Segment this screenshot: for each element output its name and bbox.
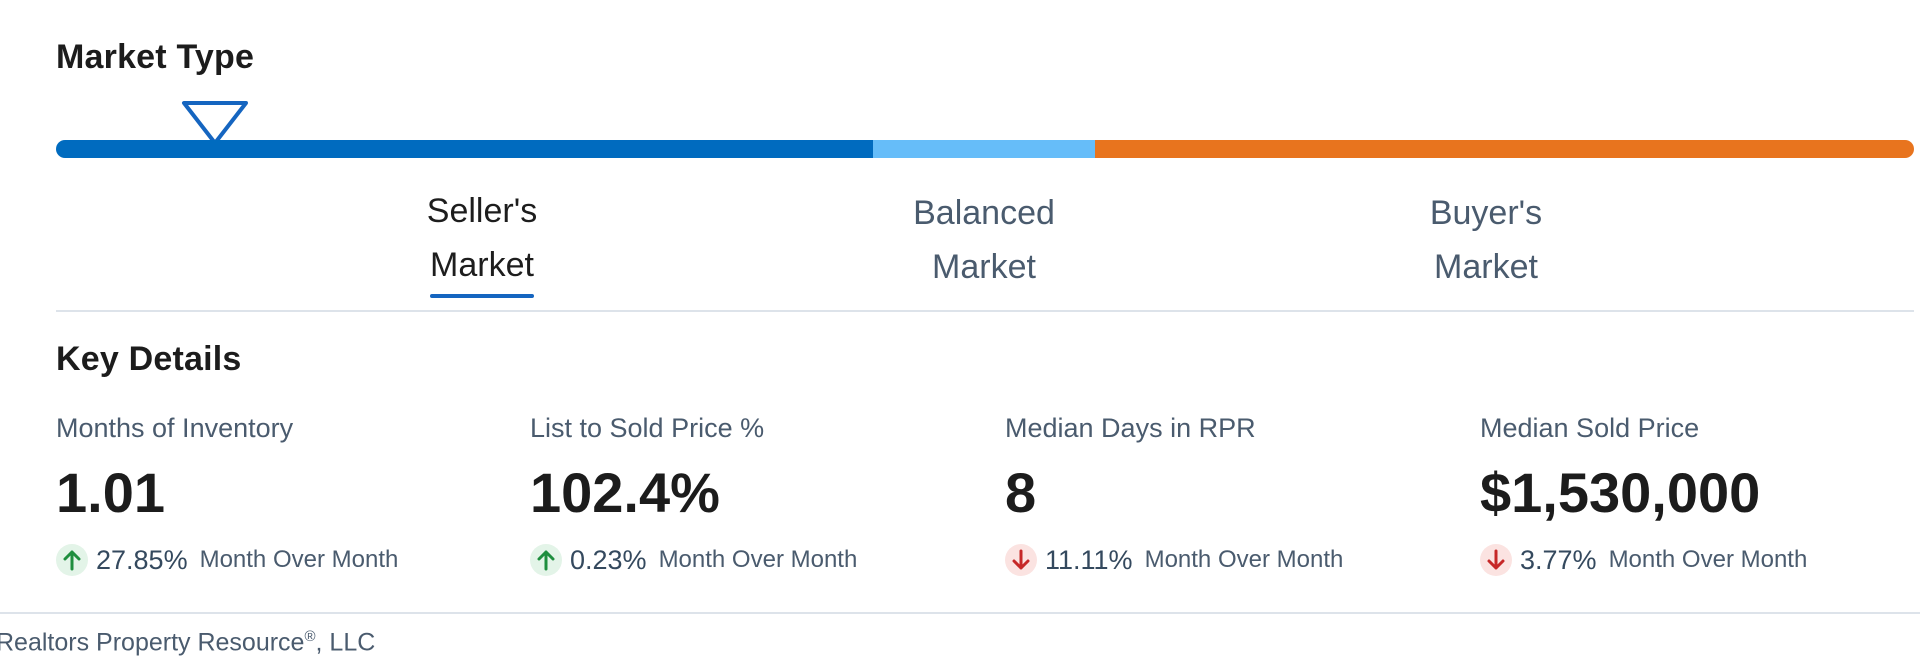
stat-value: $1,530,000 (1480, 461, 1761, 524)
stat-change: 0.23% Month Over Month (530, 542, 990, 578)
stat-median-days-in-rpr: Median Days in RPR 8 11.11% Month Over M… (1005, 408, 1465, 578)
footer-copyright: Realtors Property Resource®, LLC (0, 628, 375, 657)
change-period: Month Over Month (1608, 546, 1808, 573)
change-percent: 27.85% (96, 544, 188, 575)
footer-company: Realtors Property Resource (0, 628, 305, 657)
registered-mark: ® (304, 628, 316, 645)
buyers-market-label: Buyer's Market (1386, 186, 1586, 294)
change-period: Month Over Month (199, 546, 399, 573)
balanced-market-segment (873, 140, 1095, 158)
stat-change: 11.11% Month Over Month (1005, 542, 1465, 578)
section-divider (56, 310, 1914, 312)
stat-value: 1.01 (56, 461, 165, 524)
key-details-title: Key Details (56, 340, 242, 378)
buyers-market-segment (1095, 140, 1914, 158)
change-percent: 0.23% (570, 544, 647, 575)
balanced-market-line2: Market (932, 248, 1036, 286)
balanced-market-label: Balanced Market (884, 186, 1084, 294)
market-type-scale (56, 100, 1914, 160)
change-period: Month Over Month (1144, 546, 1344, 573)
stat-label: List to Sold Price % (530, 413, 765, 443)
stat-value: 102.4% (530, 461, 720, 524)
market-type-title: Market Type (56, 38, 255, 76)
sellers-market-label: Seller's Market (406, 184, 558, 298)
stat-median-sold-price: Median Sold Price $1,530,000 3.77% Month… (1480, 408, 1920, 578)
sellers-market-line1: Seller's (426, 192, 538, 230)
footer-suffix: , LLC (315, 628, 376, 657)
buyers-market-line2: Market (1434, 248, 1538, 286)
sellers-market-line2: Market (430, 246, 534, 284)
buyers-market-line1: Buyer's (1429, 194, 1543, 232)
stat-change: 3.77% Month Over Month (1480, 542, 1920, 578)
key-details-stats: Months of Inventory 1.01 27.85% Month Ov… (56, 408, 1914, 578)
sellers-market-segment (56, 140, 873, 158)
arrow-down-icon (1005, 544, 1037, 576)
stat-months-of-inventory: Months of Inventory 1.01 27.85% Month Ov… (56, 408, 516, 578)
stat-label: Months of Inventory (56, 413, 294, 443)
stat-label: Median Sold Price (1480, 413, 1700, 443)
active-market-underline (430, 294, 534, 298)
arrow-down-icon (1480, 544, 1512, 576)
market-type-labels: Seller's Market Balanced Market Buyer's … (0, 184, 1920, 298)
footer-divider (0, 612, 1920, 614)
market-indicator-icon (182, 101, 248, 145)
stat-label: Median Days in RPR (1005, 413, 1256, 443)
arrow-up-icon (530, 544, 562, 576)
balanced-market-line1: Balanced (913, 194, 1055, 232)
market-scale-bar (56, 140, 1914, 158)
stat-value: 8 (1005, 461, 1037, 524)
change-percent: 3.77% (1520, 544, 1597, 575)
change-percent: 11.11% (1045, 544, 1133, 575)
stat-list-to-sold-price: List to Sold Price % 102.4% 0.23% Month … (530, 408, 990, 578)
arrow-up-icon (56, 544, 88, 576)
stat-change: 27.85% Month Over Month (56, 542, 516, 578)
change-period: Month Over Month (658, 546, 858, 573)
